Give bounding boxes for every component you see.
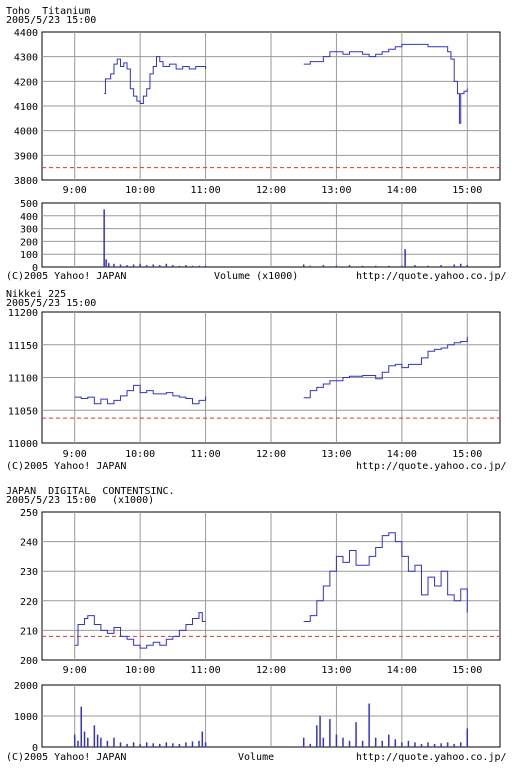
chart1-volume-ytick: 500 [20, 199, 38, 210]
chart2-xtick: 9:00 [63, 449, 87, 460]
chart3-xtick: 9:00 [63, 665, 87, 676]
chart1-xtick: 13:00 [321, 185, 351, 196]
chart2-xtick: 12:00 [256, 449, 286, 460]
chart1-xtick: 10:00 [125, 185, 155, 196]
panel3-title: JAPAN DIGITAL CONTENTSINC. [6, 486, 175, 497]
chart3-price-ytick: 230 [20, 567, 38, 578]
chart1-price-ytick: 4200 [14, 77, 38, 88]
panel2-source-link[interactable]: http://quote.yahoo.co.jp/ [356, 461, 507, 472]
panel3-copyright: (C)2005 Yahoo! JAPAN [6, 752, 127, 763]
chart3-xtick: 12:00 [256, 665, 286, 676]
chart1-price-line-seg1 [104, 56, 207, 105]
chart1-price-ytick: 4400 [14, 28, 38, 39]
chart3-xtick: 14:00 [387, 665, 417, 676]
chart2-price-ytick: 11000 [8, 439, 38, 450]
panel1-source-link[interactable]: http://quote.yahoo.co.jp/ [356, 271, 507, 282]
chart3-volume-ytick: 2000 [14, 681, 38, 692]
panel1-title: Toho Titanium [6, 6, 91, 17]
chart3-volume-ytick: 0 [32, 743, 38, 754]
chart1-xtick: 14:00 [387, 185, 417, 196]
chart1-price-ytick: 4100 [14, 102, 38, 113]
panel1-volume-label: Volume (x1000) [214, 271, 299, 282]
panel1-copyright: (C)2005 Yahoo! JAPAN [6, 271, 127, 282]
chart2-xtick: 14:00 [387, 449, 417, 460]
chart3-xtick: 11:00 [191, 665, 221, 676]
chart3-price-ytick: 250 [20, 508, 38, 519]
chart3-price-ytick: 200 [20, 656, 38, 667]
chart1-xtick: 12:00 [256, 185, 286, 196]
panel3-unit: (x1000) [112, 495, 155, 506]
chart2-xtick: 11:00 [191, 449, 221, 460]
chart3-price-ytick: 240 [20, 538, 38, 549]
chart2-price-ytick: 11150 [8, 341, 38, 352]
chart3-volume-ytick: 1000 [14, 712, 38, 723]
chart1-xtick: 15:00 [452, 185, 482, 196]
panel3-date: 2005/5/23 15:00 [6, 495, 97, 506]
chart3-xtick: 13:00 [321, 665, 351, 676]
chart3-price-ytick: 210 [20, 626, 38, 637]
chart1-price-line-seg2 [303, 43, 468, 124]
chart2-xtick: 13:00 [321, 449, 351, 460]
chart3-xtick: 10:00 [125, 665, 155, 676]
chart1-xtick: 11:00 [191, 185, 221, 196]
chart1-volume-ytick: 300 [20, 225, 38, 236]
chart2-xtick: 15:00 [452, 449, 482, 460]
chart1-price-ytick: 3800 [14, 176, 38, 187]
panel2-title: Nikkei 225 [6, 289, 67, 300]
chart1-price-ytick: 3900 [14, 151, 38, 162]
chart1-volume-ytick: 100 [20, 250, 38, 261]
chart1-volume-ytick: 400 [20, 212, 38, 223]
chart3-xtick: 15:00 [452, 665, 482, 676]
panel2-copyright: (C)2005 Yahoo! JAPAN [6, 461, 127, 472]
chart2-price-line-seg2 [303, 336, 468, 399]
chart2-price-ytick: 11050 [8, 406, 38, 417]
chart1-price-ytick: 4300 [14, 53, 38, 64]
chart1-xtick: 9:00 [63, 185, 87, 196]
panel1-date: 2005/5/23 15:00 [6, 15, 97, 26]
chart2-price-line-seg1 [74, 384, 207, 405]
chart2-xtick: 10:00 [125, 449, 155, 460]
chart3-price-line-seg1 [74, 612, 206, 649]
panel3-volume-label: Volume [238, 752, 275, 763]
chart1-price-ytick: 4000 [14, 127, 38, 138]
chart1-volume-ytick: 200 [20, 237, 38, 248]
panel2-date: 2005/5/23 15:00 [6, 298, 97, 309]
chart2-price-ytick: 11200 [8, 308, 38, 319]
chart3-price-line-seg2 [303, 532, 468, 623]
chart2-price-ytick: 11100 [8, 374, 38, 385]
chart1-volume-ytick: 0 [32, 263, 38, 274]
panel3-source-link[interactable]: http://quote.yahoo.co.jp/ [356, 752, 507, 763]
chart3-price-ytick: 220 [20, 597, 38, 608]
